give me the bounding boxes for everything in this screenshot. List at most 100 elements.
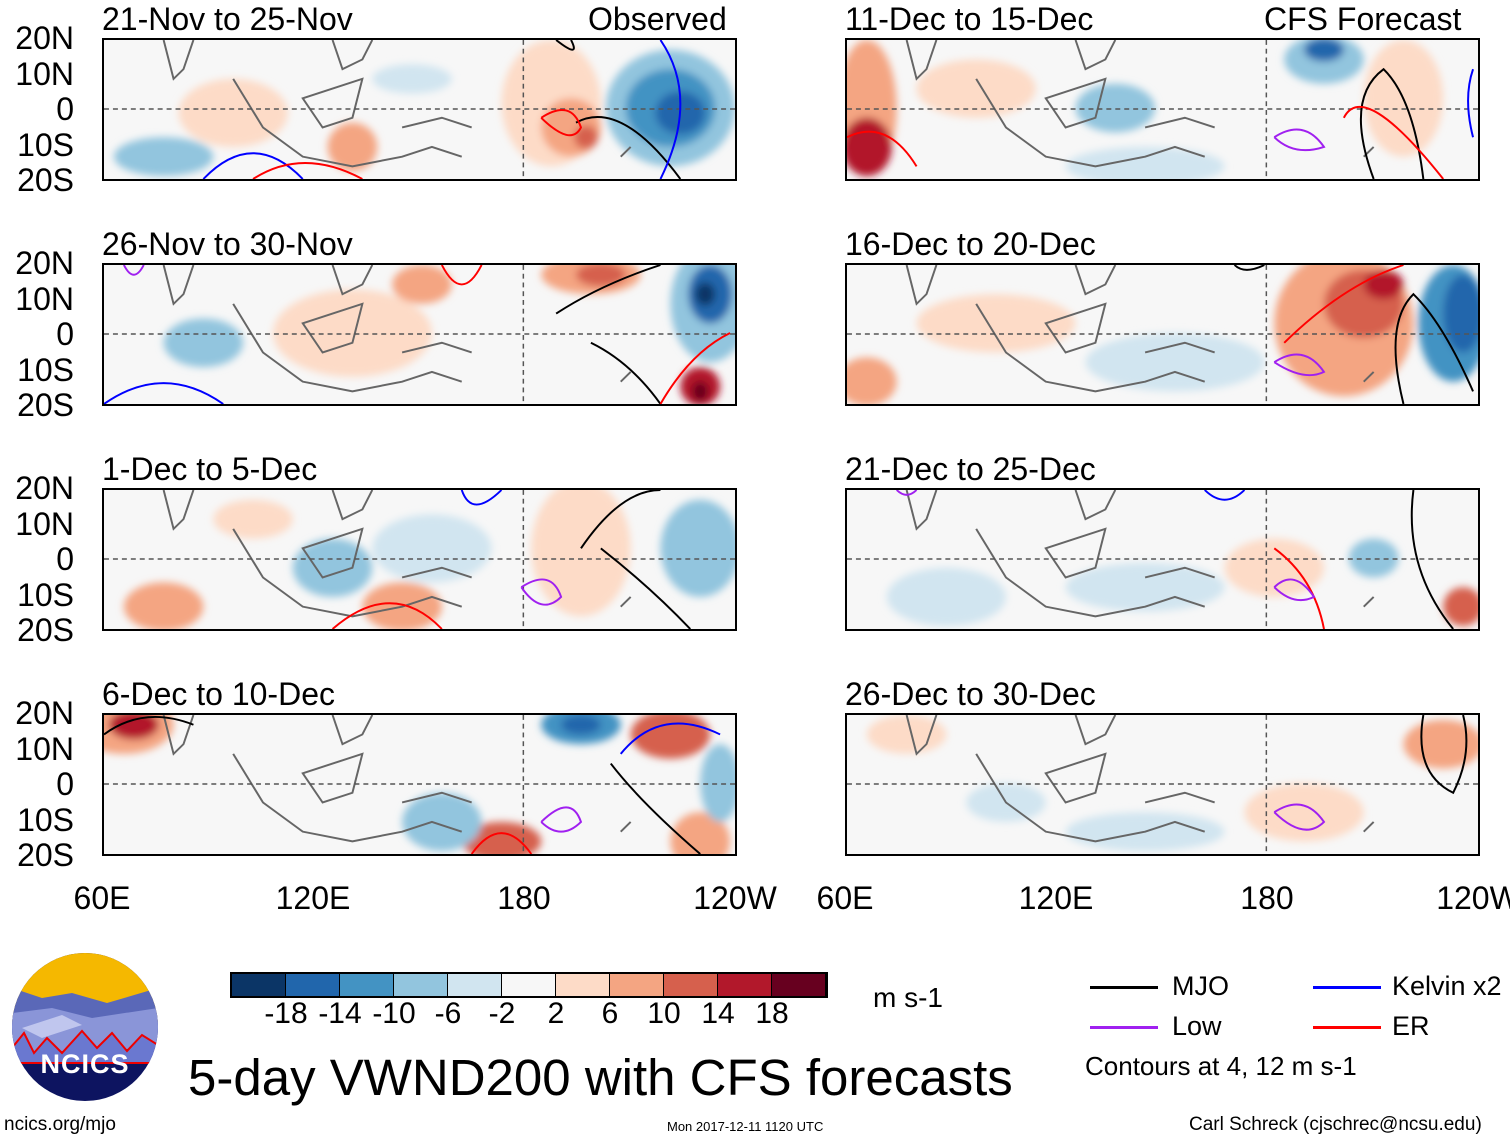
contour-line xyxy=(847,130,918,167)
wind-anomaly-blob xyxy=(1363,269,1404,300)
colorbar-swatch xyxy=(718,974,772,996)
colorbar-swatch xyxy=(502,974,556,996)
coastline xyxy=(162,490,632,618)
lon-label: 180 xyxy=(1240,880,1294,916)
coastline xyxy=(162,40,632,168)
wind-anomaly-blob xyxy=(163,318,244,368)
wind-anomaly-blob xyxy=(1284,40,1364,84)
lat-label: 20N xyxy=(15,470,74,506)
wind-anomaly-blob xyxy=(1443,587,1478,627)
lat-label: 20S xyxy=(17,162,74,198)
contour-line xyxy=(252,162,363,179)
contour-line xyxy=(659,40,682,179)
wind-anomaly-blob xyxy=(692,381,709,402)
coastline xyxy=(905,715,1375,843)
wind-anomaly-blob xyxy=(292,538,373,597)
wind-anomaly-blob xyxy=(1443,274,1478,353)
contour-line xyxy=(520,578,563,606)
colorbar-units: m s-1 xyxy=(873,982,943,1013)
legend-label-er: ER xyxy=(1392,1011,1430,1041)
panel-title: 11-Dec to 15-Dec xyxy=(845,1,1094,37)
coastline xyxy=(905,40,1375,168)
wind-anomaly-blob xyxy=(531,490,631,617)
logo-text: NCICS xyxy=(40,1049,130,1079)
contour-line xyxy=(1273,128,1326,152)
colorbar-tick-label: -10 xyxy=(372,997,416,1030)
contour-line xyxy=(619,722,721,755)
wind-anomaly-blob xyxy=(1348,538,1399,578)
wind-anomaly-blob xyxy=(695,282,716,306)
lat-label: 10N xyxy=(15,505,74,542)
contour-line xyxy=(590,341,662,404)
lon-label: 120E xyxy=(275,880,351,916)
legend-line-kelvin xyxy=(1313,986,1381,989)
wind-anomaly-blob xyxy=(392,265,452,304)
wind-anomaly-blob xyxy=(847,357,897,404)
lat-label: 20S xyxy=(17,837,74,873)
lat-label: 0 xyxy=(56,541,74,577)
lat-label: 0 xyxy=(56,316,74,352)
contour-line xyxy=(555,40,575,51)
lat-label: 20S xyxy=(17,612,74,648)
colorbar-swatch xyxy=(394,974,448,996)
wind-anomaly-blob xyxy=(576,265,626,287)
footer-url: ncics.org/mjo xyxy=(4,1114,116,1135)
legend-label-mjo: MJO xyxy=(1172,971,1229,1001)
contour-line xyxy=(580,490,661,549)
colorbar-tick-label: -14 xyxy=(318,997,362,1030)
colorbar xyxy=(230,972,828,998)
contour-line xyxy=(460,490,503,506)
footer-author: Carl Schreck (cjschrec@ncsu.edu) xyxy=(1189,1114,1482,1135)
contour-line xyxy=(540,806,583,833)
map-panel xyxy=(102,263,737,406)
contour-line xyxy=(1283,265,1404,344)
figure-title: 5-day VWND200 with CFS forecasts xyxy=(188,1049,1013,1106)
colorbar-tick-label: 18 xyxy=(755,997,789,1030)
wind-anomaly-blob xyxy=(272,289,432,377)
wind-anomaly-blob xyxy=(461,821,542,854)
panel-title: 1-Dec to 5-Dec xyxy=(102,451,318,487)
lon-label: 120E xyxy=(1018,880,1094,916)
legend-line-er xyxy=(1313,1026,1381,1029)
colorbar-tick-label: -2 xyxy=(488,997,516,1030)
lon-label: 60E xyxy=(816,880,874,916)
legend-label-low: Low xyxy=(1172,1011,1222,1041)
contour-line xyxy=(331,602,443,629)
coastline xyxy=(162,265,632,393)
wind-anomaly-blob xyxy=(1085,333,1265,392)
contour-line xyxy=(104,382,224,404)
contour-line xyxy=(440,265,483,286)
wind-anomaly-blob xyxy=(916,294,1076,353)
contour-line xyxy=(202,152,304,179)
contour-line xyxy=(1233,265,1265,271)
panel-title: 21-Nov to 25-Nov xyxy=(102,1,353,37)
contour-line xyxy=(1467,68,1474,138)
colorbar-tick-label: -18 xyxy=(264,997,308,1030)
contour-line xyxy=(540,109,583,137)
contour-line xyxy=(1342,106,1445,179)
lon-label: 60E xyxy=(73,880,131,916)
contour-line xyxy=(1420,715,1468,795)
contour-line xyxy=(1273,803,1326,831)
forecast-label: CFS Forecast xyxy=(1264,1,1462,37)
colorbar-swatch xyxy=(232,974,286,996)
colorbar-swatch xyxy=(340,974,394,996)
lon-label: 120W xyxy=(693,880,777,916)
contour-line xyxy=(600,547,692,629)
colorbar-swatch xyxy=(286,974,340,996)
contour-line xyxy=(470,832,533,854)
legend-label-kelvin: Kelvin x2 xyxy=(1392,971,1502,1001)
lon-label: 180 xyxy=(497,880,551,916)
lat-label: 10N xyxy=(15,730,74,767)
lat-label: 10N xyxy=(15,280,74,317)
wind-anomaly-blob xyxy=(327,122,378,172)
wind-anomaly-blob xyxy=(886,567,1006,627)
lon-label: 120W xyxy=(1436,880,1510,916)
legend-line-low xyxy=(1090,1026,1158,1029)
contour-line xyxy=(122,265,145,276)
coastline xyxy=(905,265,1375,393)
lat-label: 10S xyxy=(17,351,74,388)
wind-anomaly-blob xyxy=(178,78,288,147)
lat-label: 10S xyxy=(17,126,74,163)
